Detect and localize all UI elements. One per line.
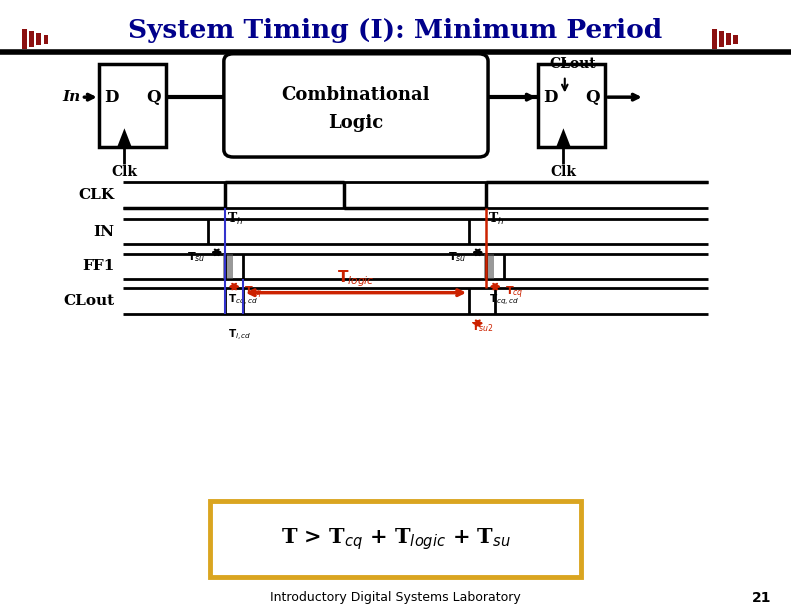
Text: T$_{su}$: T$_{su}$: [187, 251, 206, 265]
Text: CLout: CLout: [550, 57, 596, 71]
Text: CLK: CLK: [78, 188, 115, 202]
Text: T$_{cq}$: T$_{cq}$: [244, 284, 263, 301]
Text: Q: Q: [146, 89, 161, 106]
Text: T$_h$: T$_h$: [227, 211, 244, 227]
Text: Clk: Clk: [551, 165, 577, 179]
Text: D: D: [104, 89, 119, 106]
Bar: [22, 29, 27, 49]
Text: T$_{l,cd}$: T$_{l,cd}$: [228, 327, 252, 343]
Text: System Timing (I): Minimum Period: System Timing (I): Minimum Period: [128, 18, 663, 43]
Text: Clk: Clk: [112, 165, 138, 179]
Text: Logic: Logic: [328, 114, 384, 132]
Text: IN: IN: [93, 225, 115, 238]
Bar: [726, 33, 731, 45]
Bar: [712, 29, 717, 49]
Text: In: In: [62, 90, 81, 104]
Text: T$_{cq}$: T$_{cq}$: [505, 284, 524, 301]
Bar: [733, 34, 738, 43]
Text: Combinational: Combinational: [282, 86, 430, 104]
Text: D: D: [543, 89, 558, 106]
FancyBboxPatch shape: [224, 54, 488, 157]
Bar: [29, 31, 34, 47]
Text: T$_{cq,cd}$: T$_{cq,cd}$: [489, 293, 519, 307]
Text: T$_{logic}$: T$_{logic}$: [337, 268, 375, 289]
Bar: [44, 34, 48, 43]
Polygon shape: [556, 128, 570, 147]
Text: 21: 21: [751, 591, 771, 604]
Text: FF1: FF1: [82, 260, 115, 273]
Bar: [538, 64, 605, 147]
Bar: [36, 33, 41, 45]
Text: CLout: CLout: [63, 295, 115, 308]
Text: T > T$_{cq}$ + T$_{logic}$ + T$_{su}$: T > T$_{cq}$ + T$_{logic}$ + T$_{su}$: [281, 526, 510, 552]
Bar: [719, 31, 724, 47]
Bar: [484, 254, 494, 279]
Text: T$_{cq,cd}$: T$_{cq,cd}$: [228, 293, 258, 307]
Bar: [223, 254, 233, 279]
Text: T$_h$: T$_h$: [488, 211, 505, 227]
Text: T$_{su}$: T$_{su}$: [448, 251, 467, 265]
Polygon shape: [117, 128, 131, 147]
FancyBboxPatch shape: [210, 501, 581, 577]
Text: Q: Q: [585, 89, 600, 106]
Text: T$_{su2}$: T$_{su2}$: [471, 320, 494, 334]
Text: Introductory Digital Systems Laboratory: Introductory Digital Systems Laboratory: [270, 591, 521, 604]
Bar: [99, 64, 166, 147]
